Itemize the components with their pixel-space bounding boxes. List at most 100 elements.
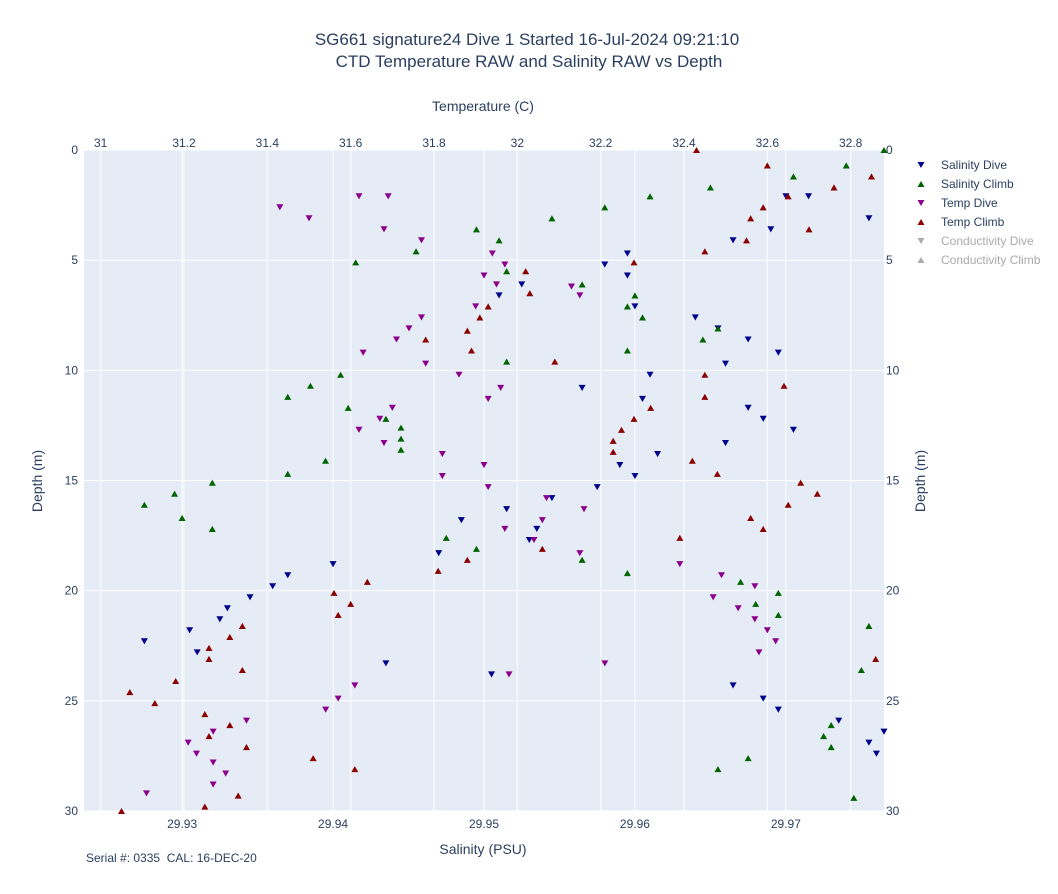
temp-climb-point <box>363 578 371 585</box>
salinity-climb-point <box>706 184 714 191</box>
x-top-tick-label: 32.4 <box>672 136 696 150</box>
salinity-climb-point <box>774 611 782 618</box>
temp-dive-point <box>576 550 584 557</box>
legend-label-salinity-climb: Salinity Climb <box>941 177 1014 191</box>
y-tick-label-left: 10 <box>65 363 79 377</box>
salinity-dive-point <box>774 349 782 356</box>
temp-climb-point <box>330 589 338 596</box>
temp-climb-point <box>351 766 359 773</box>
temp-climb-point <box>484 303 492 310</box>
salinity-dive-point <box>495 292 503 299</box>
salinity-climb-point <box>623 569 631 577</box>
y-tick-label-right: 30 <box>886 804 900 818</box>
temp-climb-point <box>763 162 771 169</box>
salinity-climb-point <box>344 404 352 411</box>
salinity-dive-point <box>722 360 730 367</box>
salinity-dive-point <box>488 671 496 678</box>
salinity-climb-point <box>442 534 450 541</box>
salinity-climb-point <box>578 281 586 288</box>
temp-dive-point <box>388 404 396 411</box>
temp-climb-point <box>434 567 442 574</box>
temp-climb-point <box>830 184 838 191</box>
salinity-climb-point <box>322 457 330 464</box>
temp-dive-point <box>351 682 359 689</box>
salinity-climb-point <box>548 215 556 222</box>
temp-dive-point <box>488 250 496 257</box>
salinity-dive-point <box>691 314 699 321</box>
y-tick-label-left: 30 <box>65 804 79 818</box>
salinity-dive-point <box>246 594 254 601</box>
salinity-climb-point <box>646 193 654 200</box>
temp-dive-point <box>505 671 513 678</box>
legend-marker-temp-dive <box>917 199 925 207</box>
temp-dive-point <box>763 627 771 634</box>
temp-dive-point <box>493 281 500 288</box>
salinity-climb-point <box>397 446 405 453</box>
temp-dive-point <box>184 739 192 746</box>
salinity-climb-point <box>578 556 586 563</box>
temp-climb-point <box>797 479 805 486</box>
salinity-dive-point <box>525 536 533 544</box>
y-tick-label-left: 20 <box>65 584 79 598</box>
temp-climb-point <box>759 525 767 533</box>
temp-climb-point <box>422 336 430 343</box>
salinity-dive-point <box>223 605 231 612</box>
temp-climb-point <box>151 699 159 707</box>
y-tick-label-right: 25 <box>886 694 900 708</box>
temp-climb-point <box>647 404 655 411</box>
temp-climb-point <box>226 722 234 729</box>
legend-label-temp-dive: Temp Dive <box>941 196 998 210</box>
temp-dive-point <box>543 495 550 502</box>
salinity-climb-point <box>382 415 390 422</box>
salinity-climb-point <box>284 470 292 477</box>
salinity-climb-point <box>208 479 216 486</box>
salinity-climb-point <box>397 435 405 442</box>
temp-dive-point <box>676 561 684 568</box>
temp-dive-point <box>209 728 217 735</box>
temp-climb-point <box>805 226 813 233</box>
salinity-climb-point <box>631 292 639 299</box>
salinity-dive-point <box>654 451 662 458</box>
temp-dive-point <box>438 473 446 480</box>
temp-climb-point <box>334 611 342 618</box>
y-tick-label-left: 25 <box>65 694 79 708</box>
salinity-climb-point <box>495 237 503 244</box>
salinity-climb-point <box>699 336 707 343</box>
temp-climb-point <box>172 677 180 685</box>
temp-dive-point <box>222 770 230 777</box>
salinity-climb-point <box>827 744 835 751</box>
x-top-tick-label: 31.2 <box>172 136 196 150</box>
y-tick-label-right: 20 <box>886 584 900 598</box>
salinity-climb-point <box>352 259 360 266</box>
salinity-dive-point <box>865 215 873 222</box>
temp-dive-point <box>480 462 488 469</box>
y-tick-label-right: 10 <box>886 363 900 377</box>
temp-climb-point <box>468 347 475 354</box>
temp-climb-point <box>784 193 792 200</box>
salinity-climb-point <box>714 766 722 773</box>
y-tick-label-left: 15 <box>65 474 79 488</box>
temp-dive-point <box>276 204 284 211</box>
salinity-climb-point <box>503 268 511 275</box>
salinity-dive-point <box>638 395 646 403</box>
salinity-climb-point <box>337 371 345 378</box>
temp-climb-point <box>234 792 242 799</box>
legend-label-salinity-dive: Salinity Dive <box>941 158 1007 172</box>
salinity-dive-point <box>865 739 873 746</box>
temp-dive-point <box>209 781 217 788</box>
legend-marker-conductivity-dive <box>917 237 925 245</box>
salinity-dive-point <box>872 750 880 757</box>
temp-dive-point <box>580 506 588 513</box>
temp-dive-point <box>209 759 217 766</box>
temp-climb-point <box>630 259 638 266</box>
salinity-dive-point <box>601 261 609 268</box>
salinity-dive-point <box>729 237 737 244</box>
temp-dive-point <box>601 660 609 667</box>
salinity-dive-point <box>382 660 390 667</box>
temp-dive-point <box>355 193 363 200</box>
salinity-climb-point <box>827 722 835 729</box>
temp-climb-point <box>693 146 700 154</box>
temp-climb-point <box>538 545 546 552</box>
temp-climb-point <box>701 371 709 378</box>
